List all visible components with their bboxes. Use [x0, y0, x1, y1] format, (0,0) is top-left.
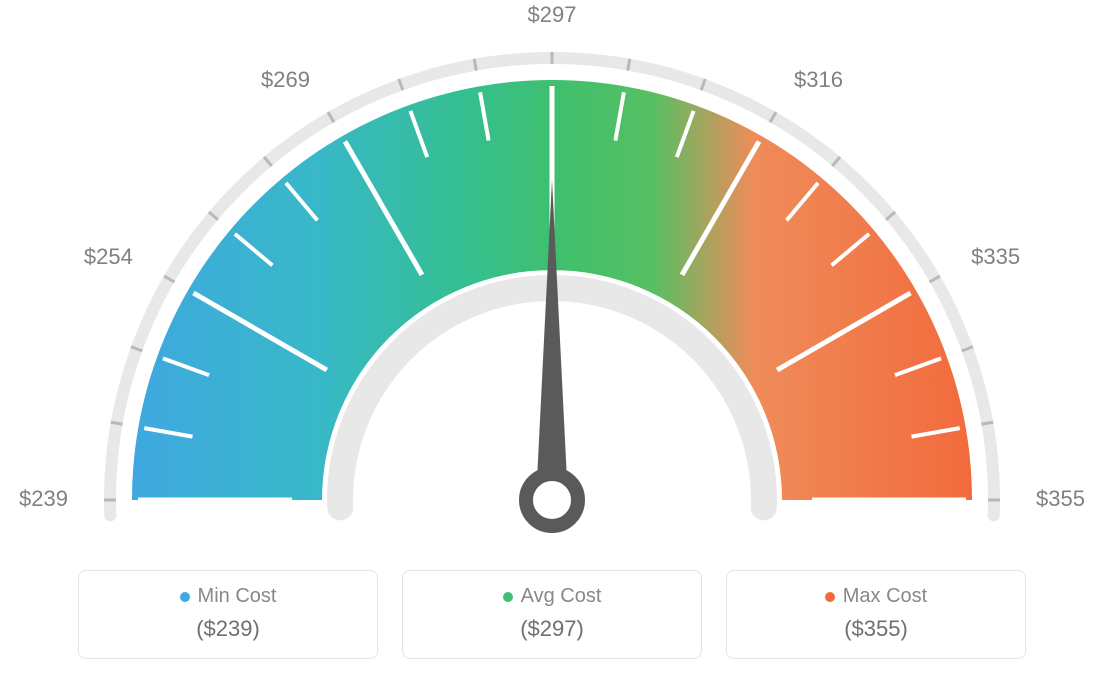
- legend-value: ($239): [79, 616, 377, 642]
- dot-icon: [180, 592, 190, 602]
- legend-row: Min Cost ($239) Avg Cost ($297) Max Cost…: [0, 570, 1104, 659]
- gauge-tick-label: $269: [261, 67, 310, 92]
- gauge-tick-label: $355: [1036, 486, 1085, 511]
- legend-value: ($355): [727, 616, 1025, 642]
- legend-label: Max Cost: [843, 585, 927, 608]
- gauge-svg: $239 $254 $269 $297 $316 $335 $355: [0, 0, 1104, 560]
- legend-title-avg: Avg Cost: [503, 585, 602, 608]
- legend-title-min: Min Cost: [180, 585, 277, 608]
- legend-card-avg: Avg Cost ($297): [402, 570, 702, 659]
- legend-card-min: Min Cost ($239): [78, 570, 378, 659]
- gauge-tick-label: $335: [971, 244, 1020, 269]
- dot-icon: [825, 592, 835, 602]
- legend-label: Avg Cost: [521, 585, 602, 608]
- legend-value: ($297): [403, 616, 701, 642]
- gauge-chart: $239 $254 $269 $297 $316 $335 $355: [0, 0, 1104, 560]
- gauge-tick-label: $297: [528, 2, 577, 27]
- gauge-tick-label: $316: [794, 67, 843, 92]
- dot-icon: [503, 592, 513, 602]
- gauge-tick-label: $254: [84, 244, 133, 269]
- legend-label: Min Cost: [198, 585, 277, 608]
- legend-card-max: Max Cost ($355): [726, 570, 1026, 659]
- gauge-tick-label: $239: [19, 486, 68, 511]
- legend-title-max: Max Cost: [825, 585, 927, 608]
